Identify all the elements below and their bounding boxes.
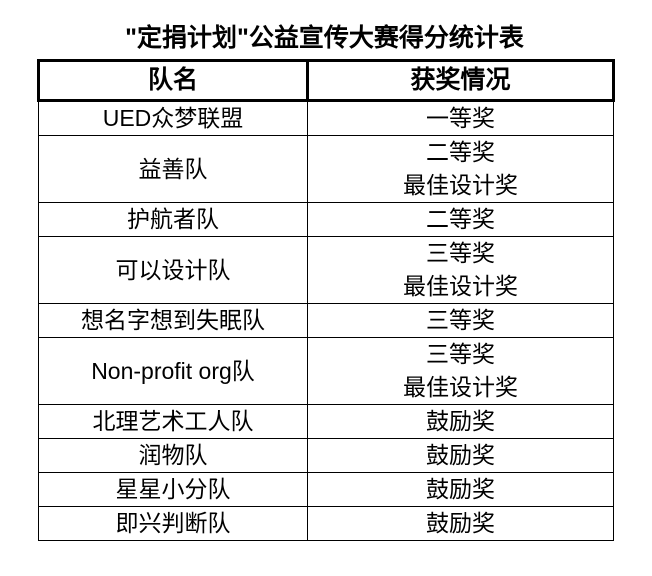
award-line: 二等奖 xyxy=(426,206,495,232)
table-row: 润物队 鼓励奖 xyxy=(38,438,614,473)
team-name-cell: 润物队 xyxy=(38,438,308,473)
award-line: 最佳设计奖 xyxy=(403,374,518,400)
awards-cell: 二等奖 xyxy=(307,202,614,237)
column-header-awards: 获奖情况 xyxy=(306,59,615,102)
team-name-cell: 想名字想到失眠队 xyxy=(38,303,308,338)
team-name-cell: Non-profit org队 xyxy=(38,337,308,405)
awards-cell: 鼓励奖 xyxy=(307,506,614,541)
team-name-cell: 护航者队 xyxy=(38,202,308,237)
awards-cell: 鼓励奖 xyxy=(307,472,614,507)
awards-table-body: UED众梦联盟 一等奖 益善队 二等奖 最佳设计奖 护航者队 二等奖 可以设计队 三等奖 最佳设计… xyxy=(38,100,614,541)
table-row: 想名字想到失眠队 三等奖 xyxy=(38,303,614,338)
header-row: 队名 获奖情况 xyxy=(37,59,615,102)
team-name-cell: 即兴判断队 xyxy=(38,506,308,541)
table-row: 即兴判断队 鼓励奖 xyxy=(38,506,614,541)
awards-cell: 鼓励奖 xyxy=(307,438,614,473)
column-header-team: 队名 xyxy=(37,59,309,102)
award-line: 鼓励奖 xyxy=(426,510,495,536)
awards-cell: 三等奖 最佳设计奖 xyxy=(307,236,614,304)
team-name-cell: 北理艺术工人队 xyxy=(38,404,308,439)
award-line: 最佳设计奖 xyxy=(403,273,518,299)
award-line: 鼓励奖 xyxy=(426,476,495,502)
document-page: "定捐计划"公益宣传大赛得分统计表 队名 获奖情况 UED众梦联盟 一等奖 益善队二… xyxy=(37,0,615,541)
awards-cell: 二等奖 最佳设计奖 xyxy=(307,135,614,203)
awards-cell: 三等奖 最佳设计奖 xyxy=(307,337,614,405)
table-row: UED众梦联盟 一等奖 xyxy=(38,100,614,136)
team-name-cell: 可以设计队 xyxy=(38,236,308,304)
award-line: 鼓励奖 xyxy=(426,408,495,434)
award-line: 二等奖 xyxy=(426,139,495,165)
award-line: 最佳设计奖 xyxy=(403,172,518,198)
team-name-cell: UED众梦联盟 xyxy=(38,100,308,136)
awards-table: 队名 获奖情况 UED众梦联盟 一等奖 益善队 二等奖 最佳设计奖 护航者队 二等奖 可以设计… xyxy=(37,59,615,541)
table-row: 护航者队 二等奖 xyxy=(38,202,614,237)
awards-cell: 三等奖 xyxy=(307,303,614,338)
table-row: 益善队 二等奖 最佳设计奖 xyxy=(38,135,614,203)
table-row: 北理艺术工人队 鼓励奖 xyxy=(38,404,614,439)
page-title: "定捐计划"公益宣传大赛得分统计表 xyxy=(125,24,524,52)
table-row: Non-profit org队 三等奖 最佳设计奖 xyxy=(38,337,614,405)
awards-cell: 鼓励奖 xyxy=(307,404,614,439)
awards-table-header: 队名 获奖情况 xyxy=(37,59,615,102)
team-name-cell: 星星小分队 xyxy=(38,472,308,507)
award-line: 鼓励奖 xyxy=(426,442,495,468)
award-line: 三等奖 xyxy=(426,240,495,266)
awards-cell: 一等奖 xyxy=(307,100,614,136)
award-line: 三等奖 xyxy=(426,307,495,333)
award-line: 三等奖 xyxy=(426,341,495,367)
team-name-cell: 益善队 xyxy=(38,135,308,203)
table-row: 星星小分队 鼓励奖 xyxy=(38,472,614,507)
award-line: 一等奖 xyxy=(426,105,495,131)
table-row: 可以设计队 三等奖 最佳设计奖 xyxy=(38,236,614,304)
